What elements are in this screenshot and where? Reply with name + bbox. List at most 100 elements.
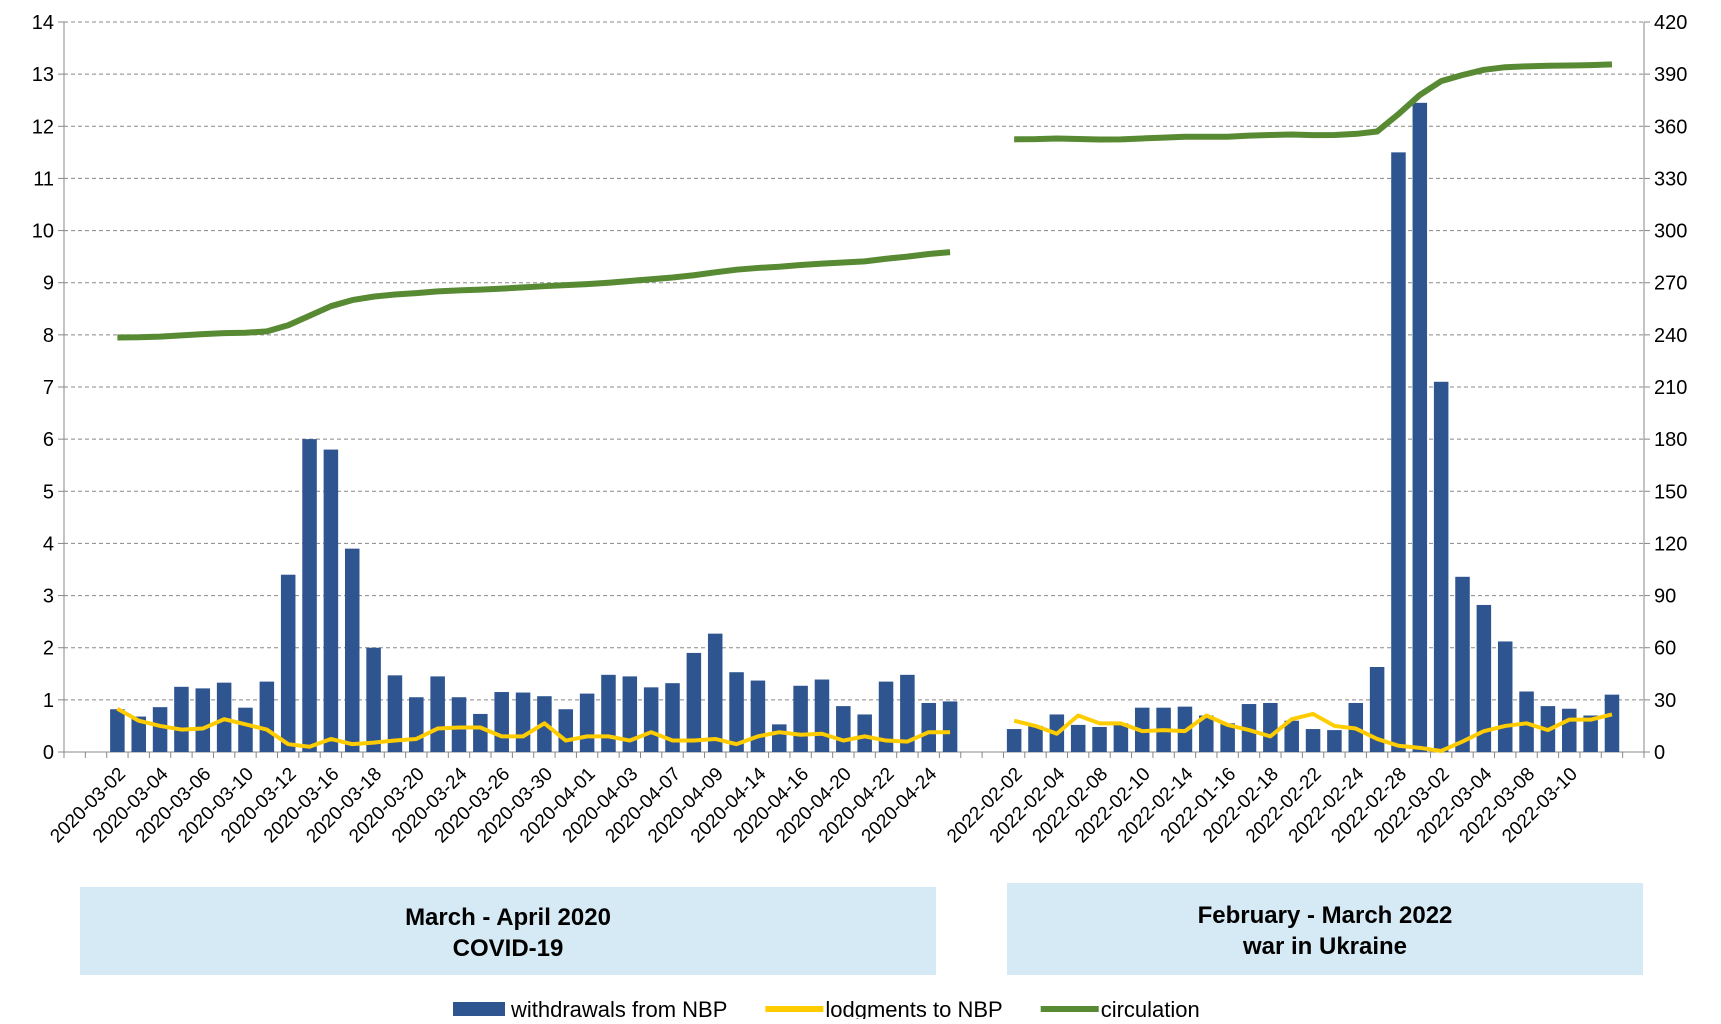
bar bbox=[772, 724, 787, 752]
bar bbox=[238, 707, 253, 752]
annotation-box bbox=[80, 887, 936, 975]
bar bbox=[451, 697, 467, 752]
bar bbox=[579, 693, 595, 752]
y-tick-label: 4 bbox=[43, 533, 54, 555]
bar bbox=[494, 692, 509, 752]
bar bbox=[1412, 102, 1428, 753]
annotation-box bbox=[1007, 883, 1643, 975]
bar bbox=[515, 692, 531, 752]
y-tick-label: 9 bbox=[43, 273, 54, 295]
annotation-text: COVID-19 bbox=[453, 935, 564, 962]
bar bbox=[1284, 720, 1299, 752]
y-tick-label: 11 bbox=[33, 168, 54, 190]
y-tick-label: 12 bbox=[32, 116, 54, 138]
y2-tick-label: 240 bbox=[1654, 325, 1687, 347]
annotation-text: war in Ukraine bbox=[1242, 933, 1407, 960]
bar bbox=[878, 681, 894, 752]
bar bbox=[1220, 723, 1235, 752]
bar bbox=[601, 674, 616, 752]
line-series bbox=[116, 706, 1613, 753]
y2-tick-label: 0 bbox=[1654, 742, 1665, 764]
y-tick-label: 3 bbox=[43, 586, 54, 608]
bar bbox=[665, 683, 680, 752]
y-tick-label: 13 bbox=[32, 64, 54, 86]
bar bbox=[558, 709, 574, 752]
legend-label: withdrawals from NBP bbox=[510, 997, 727, 1019]
bar bbox=[110, 709, 125, 752]
bar bbox=[643, 687, 659, 752]
bar bbox=[921, 702, 936, 752]
bar bbox=[1497, 641, 1513, 752]
line-series bbox=[117, 61, 1613, 341]
y-tick-label: 5 bbox=[43, 481, 54, 503]
y-tick-label: 7 bbox=[43, 377, 54, 399]
bar bbox=[942, 701, 958, 752]
bar bbox=[1305, 729, 1321, 752]
bar bbox=[1391, 152, 1406, 752]
bar bbox=[473, 713, 488, 752]
bar bbox=[430, 676, 445, 752]
bar bbox=[1028, 725, 1043, 752]
y2-tick-label: 270 bbox=[1654, 273, 1687, 295]
legend-swatch bbox=[453, 1002, 505, 1016]
bar bbox=[836, 706, 851, 752]
y-tick-label: 8 bbox=[43, 325, 54, 347]
bar bbox=[750, 680, 766, 752]
bar bbox=[1455, 576, 1470, 752]
bar bbox=[387, 675, 403, 752]
y-tick-label: 0 bbox=[43, 742, 54, 764]
y-tick-label: 14 bbox=[32, 12, 54, 34]
y2-tick-label: 330 bbox=[1654, 168, 1687, 190]
y2-tick-label: 90 bbox=[1654, 586, 1676, 608]
y2-tick-label: 120 bbox=[1654, 533, 1687, 555]
bar bbox=[323, 449, 339, 752]
bar bbox=[1476, 604, 1492, 752]
bar bbox=[707, 633, 723, 752]
bar bbox=[793, 685, 808, 752]
bar bbox=[1199, 715, 1214, 752]
y2-tick-label: 180 bbox=[1654, 429, 1687, 451]
bar bbox=[729, 672, 744, 752]
y2-tick-label: 60 bbox=[1654, 638, 1676, 660]
bar bbox=[814, 679, 830, 752]
bar bbox=[622, 676, 638, 752]
annotation-text: March - April 2020 bbox=[405, 904, 611, 931]
y-tick-label: 2 bbox=[43, 638, 54, 660]
bar bbox=[1433, 381, 1449, 752]
bar bbox=[366, 647, 381, 752]
y-tick-label: 10 bbox=[32, 221, 54, 243]
annotation-text: February - March 2022 bbox=[1198, 902, 1453, 929]
bar bbox=[1006, 729, 1022, 752]
y2-tick-label: 210 bbox=[1654, 377, 1687, 399]
bar bbox=[344, 548, 360, 752]
y-tick-label: 1 bbox=[43, 690, 54, 712]
y2-tick-label: 360 bbox=[1654, 116, 1687, 138]
legend-label: lodgments to NBP bbox=[825, 997, 1002, 1019]
bar bbox=[686, 652, 702, 752]
bar bbox=[1263, 702, 1278, 752]
bar bbox=[259, 681, 275, 752]
bar bbox=[900, 674, 915, 752]
bar bbox=[1241, 704, 1257, 752]
bar bbox=[1070, 724, 1086, 752]
bar bbox=[302, 439, 317, 752]
bar bbox=[1583, 715, 1598, 752]
bar bbox=[195, 688, 211, 752]
y2-tick-label: 30 bbox=[1654, 690, 1676, 712]
bar bbox=[1092, 726, 1107, 752]
y-tick-label: 6 bbox=[43, 429, 54, 451]
y2-tick-label: 420 bbox=[1654, 12, 1687, 34]
bar bbox=[1327, 730, 1342, 752]
y2-tick-label: 300 bbox=[1654, 221, 1687, 243]
bar bbox=[857, 714, 872, 752]
bar bbox=[1369, 667, 1385, 752]
y2-tick-label: 390 bbox=[1654, 64, 1687, 86]
bar bbox=[1562, 708, 1577, 752]
bar bbox=[152, 707, 168, 752]
y2-tick-label: 150 bbox=[1654, 481, 1687, 503]
bar bbox=[1113, 723, 1129, 752]
bar bbox=[131, 716, 146, 752]
bar bbox=[1604, 694, 1620, 752]
bar bbox=[280, 574, 296, 752]
